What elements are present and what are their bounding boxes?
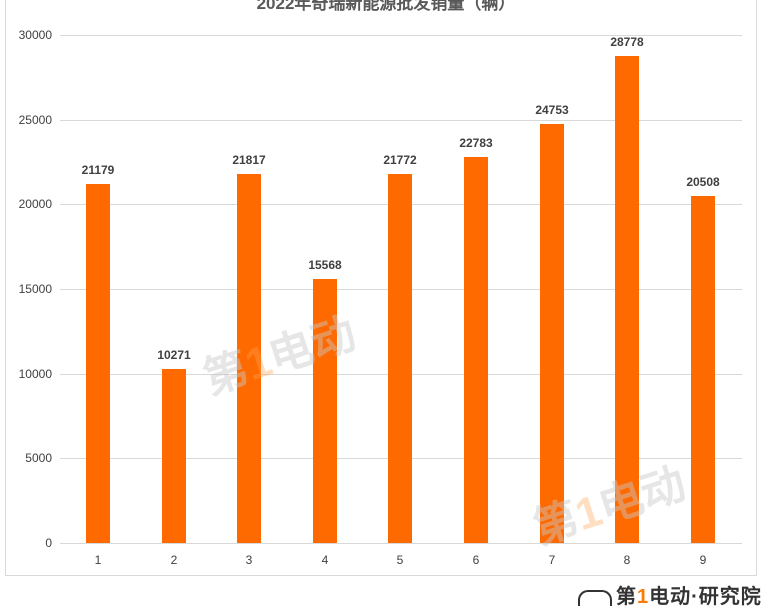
brand-logo: 第1电动·研究院 — [578, 580, 762, 609]
bar — [162, 369, 186, 543]
x-tick-label: 6 — [472, 553, 480, 567]
y-tick-label: 0 — [45, 536, 52, 550]
y-tick-label: 20000 — [18, 197, 52, 211]
bar — [615, 56, 639, 543]
y-tick-label: 30000 — [18, 28, 52, 42]
bar — [313, 279, 337, 543]
logo-one: 1 — [637, 586, 650, 608]
x-tick-label: 7 — [548, 553, 556, 567]
data-label: 24753 — [535, 103, 569, 117]
car-icon — [578, 589, 612, 606]
gridline — [60, 35, 742, 36]
logo-text: 第 — [616, 586, 637, 608]
bar — [388, 174, 412, 543]
data-label: 10271 — [157, 348, 191, 362]
y-tick-label: 10000 — [18, 367, 52, 381]
x-tick-label: 1 — [94, 553, 102, 567]
bar — [237, 174, 261, 543]
data-label: 22783 — [459, 136, 493, 150]
logo-text: 电动 — [649, 586, 692, 608]
x-tick-label: 8 — [623, 553, 631, 567]
chart-title: 2022年奇瑞新能源批发销量（辆） — [256, 0, 516, 13]
x-tick-label: 3 — [245, 553, 253, 567]
x-tick-label: 2 — [170, 553, 178, 567]
gridline — [60, 543, 742, 544]
y-tick-label: 25000 — [18, 113, 52, 127]
logo-text: 研究院 — [698, 586, 762, 608]
data-label: 21772 — [383, 153, 417, 167]
data-label: 28778 — [610, 35, 644, 49]
y-tick-label: 5000 — [25, 451, 52, 465]
data-label: 21817 — [232, 153, 266, 167]
x-tick-label: 9 — [699, 553, 707, 567]
data-label: 21179 — [81, 163, 115, 177]
gridline — [60, 120, 742, 121]
bar — [86, 184, 110, 543]
data-label: 20508 — [686, 175, 720, 189]
bar — [464, 157, 488, 543]
logo-separator: · — [691, 586, 699, 608]
y-tick-label: 15000 — [18, 282, 52, 296]
x-tick-label: 5 — [396, 553, 404, 567]
bar — [691, 196, 715, 543]
bar — [540, 124, 564, 543]
data-label: 15568 — [308, 258, 342, 272]
x-tick-label: 4 — [321, 553, 329, 567]
